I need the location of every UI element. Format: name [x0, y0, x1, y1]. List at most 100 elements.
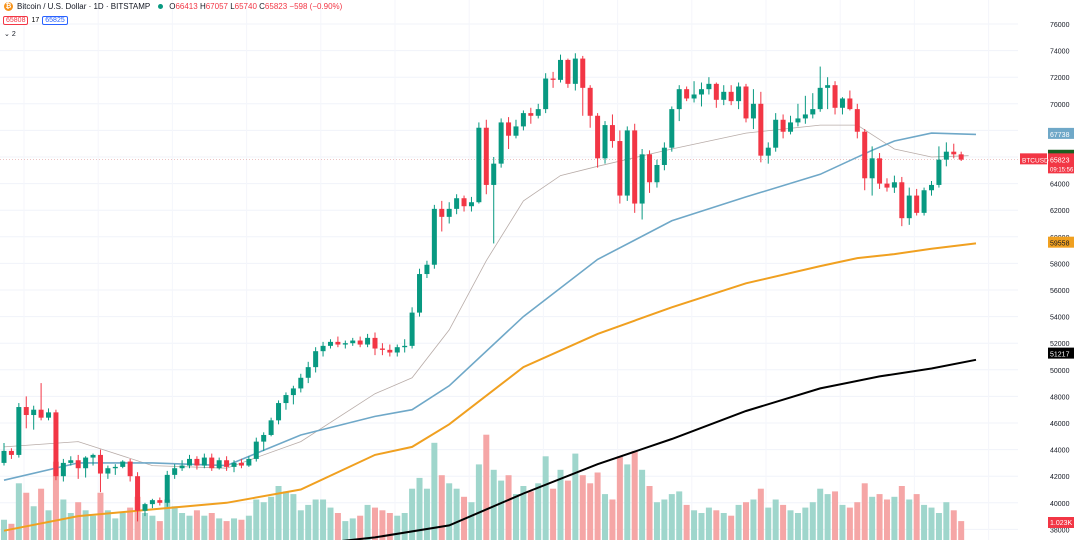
volume-bar: [869, 496, 876, 540]
volume-bar: [90, 515, 97, 540]
symbol-tag-bg: [1020, 153, 1047, 165]
indicators-toggle[interactable]: ⌄ 2: [4, 30, 16, 38]
candle-body: [691, 94, 697, 99]
candle-body: [313, 351, 319, 368]
chevron-down-icon: ⌄: [4, 31, 10, 38]
candle: [520, 110, 526, 131]
candle: [372, 332, 378, 356]
candle-body: [350, 340, 356, 344]
volume-bar: [334, 513, 341, 540]
candle: [350, 337, 356, 346]
candle-body: [439, 208, 445, 217]
volume-bar: [75, 502, 82, 540]
candle-body: [572, 58, 578, 84]
candle-body: [112, 466, 118, 469]
candle: [327, 339, 333, 349]
symbol-header[interactable]: ₿ Bitcoin / U.S. Dollar · 1D · BITSTAMP …: [4, 2, 342, 11]
volume-bar: [67, 513, 74, 540]
volume-bar: [431, 442, 438, 540]
candle: [810, 93, 816, 119]
candle: [402, 339, 408, 353]
price-tick-label: 44000: [1050, 448, 1070, 455]
candle-body: [379, 348, 385, 350]
candle: [639, 149, 645, 220]
candle: [736, 82, 742, 110]
volume-bar: [958, 521, 965, 540]
volume-badge: 1.023K: [1048, 517, 1074, 528]
sell-button[interactable]: 65808: [3, 16, 29, 25]
candle-body: [46, 412, 52, 418]
candle-body: [750, 103, 756, 119]
candle: [23, 396, 29, 429]
ma-200-badge: 51217: [1048, 347, 1074, 359]
bitcoin-icon: ₿: [4, 2, 13, 11]
candle-body: [617, 141, 623, 196]
grid-lines: [0, 0, 1018, 540]
candle: [409, 307, 415, 349]
volume-bar: [38, 488, 45, 540]
candle: [936, 146, 942, 188]
candle-body: [335, 341, 341, 345]
candle: [394, 344, 400, 357]
volume-bar: [327, 507, 334, 540]
volume-bar: [297, 510, 304, 540]
candle: [929, 180, 934, 196]
candle: [417, 268, 423, 317]
volume-bar: [438, 475, 445, 540]
candle: [468, 196, 474, 212]
candle: [38, 383, 44, 421]
candle-body: [209, 457, 215, 469]
price-tick-label: 38000: [1050, 527, 1070, 534]
symbol-title[interactable]: Bitcoin / U.S. Dollar · 1D · BITSTAMP: [17, 2, 151, 11]
symbol-tag-text: BTCUSD: [1022, 157, 1049, 164]
candle-body: [431, 208, 437, 265]
market-status-icon: [158, 4, 164, 9]
candle: [342, 340, 348, 349]
volume-bar: [156, 521, 163, 540]
candle-body: [276, 403, 282, 421]
volume-bar: [602, 494, 609, 540]
candle-body: [877, 158, 883, 184]
volume-bar: [394, 515, 401, 540]
candle-body: [825, 85, 831, 88]
candle-body: [283, 395, 289, 404]
candle: [676, 85, 682, 122]
candle-body: [187, 458, 192, 466]
candle-body: [75, 460, 81, 469]
candle: [832, 81, 838, 115]
candle: [187, 454, 192, 469]
candle: [721, 85, 727, 106]
candle: [120, 460, 126, 469]
volume-bar: [282, 491, 289, 540]
volume-bar: [512, 494, 519, 540]
volume-bar: [201, 515, 208, 540]
candle: [906, 187, 912, 225]
candle: [914, 188, 920, 216]
buy-button[interactable]: 65825: [42, 16, 68, 25]
candle-body: [290, 388, 296, 396]
candle: [90, 453, 96, 466]
candle-body: [261, 434, 267, 442]
candle-body: [788, 122, 794, 132]
candle: [439, 200, 445, 232]
volume-bar: [728, 515, 735, 540]
candle: [253, 437, 259, 462]
volume-bar: [883, 499, 890, 540]
candle: [869, 146, 875, 196]
candle-body: [899, 182, 905, 219]
candle-body: [365, 337, 371, 345]
ma-50-badge-bg: [1048, 127, 1074, 139]
candle-body: [179, 465, 185, 469]
candle: [558, 54, 563, 83]
candle: [68, 456, 74, 466]
candle: [750, 89, 756, 130]
volume-bar: [743, 502, 749, 540]
candle: [847, 90, 853, 111]
candle: [298, 373, 304, 393]
candle-body: [298, 377, 304, 389]
volume-bar: [557, 469, 564, 540]
trade-buttons: 65808 17 65825: [3, 16, 68, 25]
volume-bar: [668, 494, 675, 540]
